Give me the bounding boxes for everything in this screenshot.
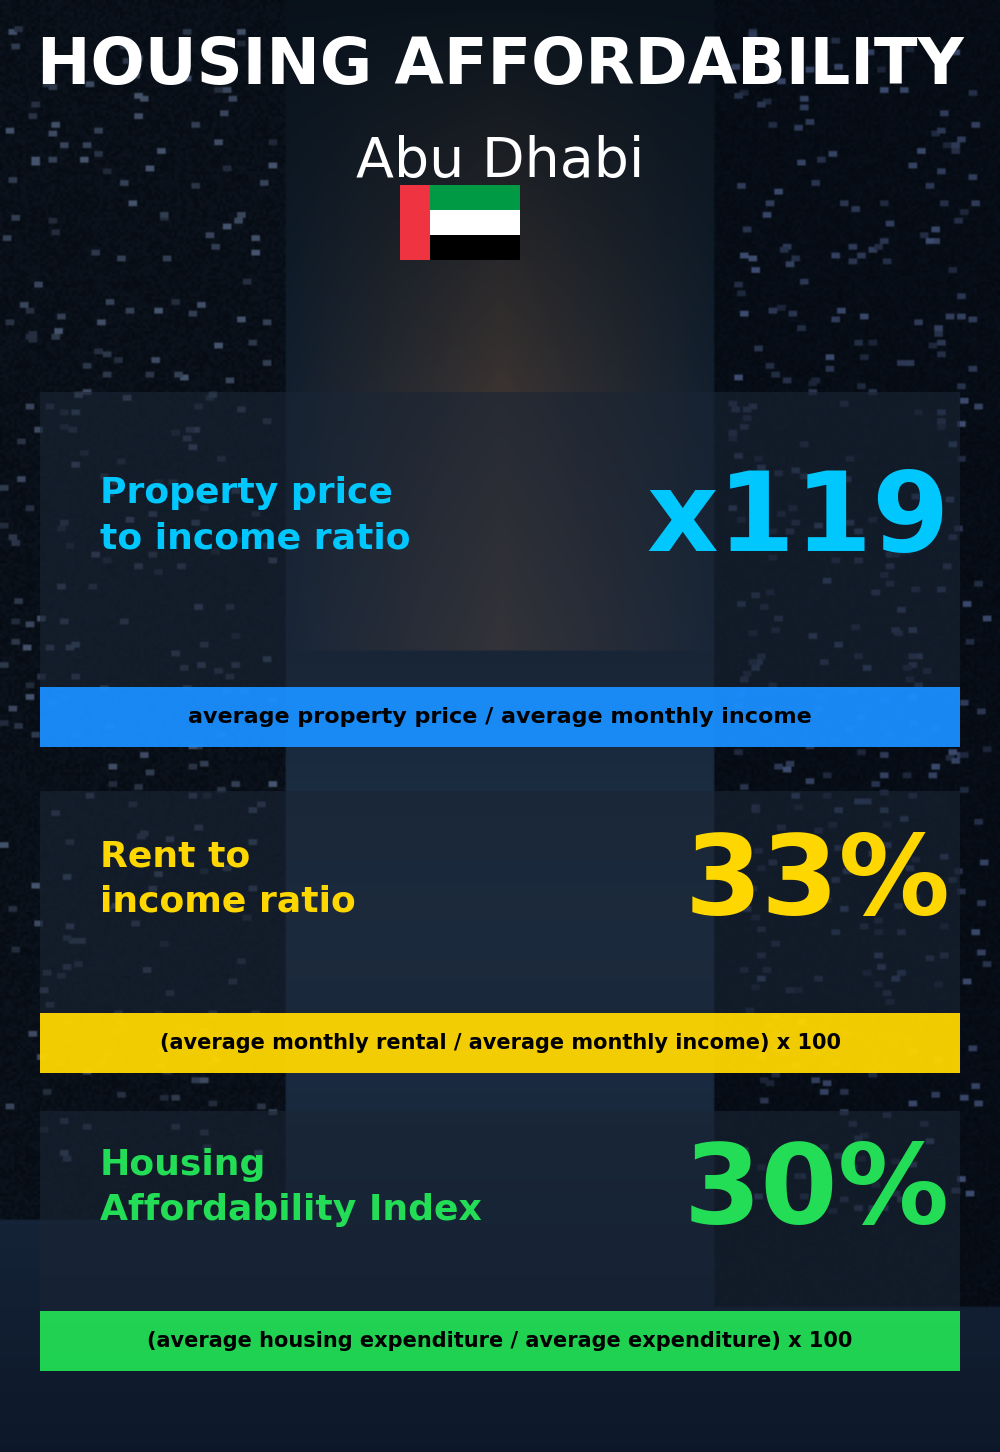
Text: 33%: 33% [684,831,950,938]
Text: Property price
to income ratio: Property price to income ratio [100,476,411,555]
Bar [40,392,960,690]
Text: (average housing expenditure / average expenditure) x 100: (average housing expenditure / average e… [147,1331,853,1350]
Text: 30%: 30% [684,1138,950,1246]
Text: average property price / average monthly income: average property price / average monthly… [188,707,812,726]
Text: Rent to
income ratio: Rent to income ratio [100,839,356,918]
Bar [400,211,520,235]
Text: x119: x119 [647,468,950,575]
Bar [40,687,960,746]
Bar [400,184,520,211]
Bar [40,1111,960,1314]
Bar [40,1311,960,1371]
Text: (average monthly rental / average monthly income) x 100: (average monthly rental / average monthl… [160,1034,840,1053]
Text: HOUSING AFFORDABILITY: HOUSING AFFORDABILITY [37,35,963,97]
Bar [400,235,520,260]
Text: Abu Dhabi: Abu Dhabi [356,135,644,189]
Text: Housing
Affordability Index: Housing Affordability Index [100,1149,482,1227]
Bar [40,1013,960,1073]
Bar [40,791,960,1016]
Bar [400,184,430,260]
